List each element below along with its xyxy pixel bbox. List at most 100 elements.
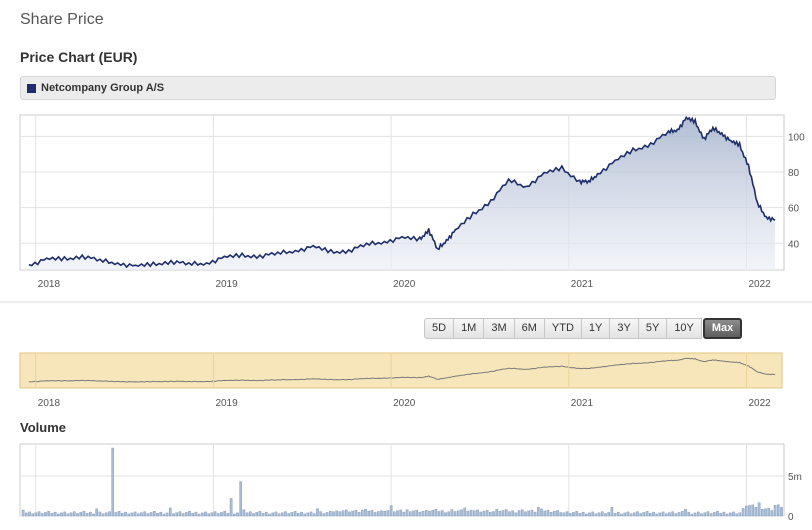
volume-bar bbox=[633, 512, 636, 517]
volume-bar bbox=[482, 510, 486, 517]
volume-bar bbox=[143, 511, 147, 517]
volume-bar bbox=[780, 506, 783, 517]
volume-bar bbox=[332, 511, 335, 517]
volume-bar bbox=[60, 512, 63, 517]
volume-bar bbox=[117, 511, 121, 517]
volume-bar bbox=[255, 512, 259, 517]
volume-bar bbox=[136, 513, 140, 517]
vol-ytick-5m: 5m bbox=[788, 472, 802, 483]
volume-bar bbox=[530, 509, 534, 517]
volume-bar bbox=[757, 502, 761, 517]
volume-bar bbox=[25, 512, 28, 517]
volume-title: Volume bbox=[20, 420, 66, 435]
volume-bar bbox=[652, 511, 655, 517]
volume-bar bbox=[232, 513, 236, 517]
volume-bar bbox=[188, 511, 191, 517]
volume-bar bbox=[594, 513, 598, 517]
volume-bar bbox=[239, 481, 243, 517]
volume-bar bbox=[476, 509, 479, 517]
range-button-5y[interactable]: 5Y bbox=[637, 318, 668, 339]
range-button-3y[interactable]: 3Y bbox=[609, 318, 639, 339]
volume-bar bbox=[508, 511, 511, 517]
range-button-5d[interactable]: 5D bbox=[424, 318, 455, 339]
volume-bars bbox=[21, 447, 783, 517]
volume-bar bbox=[716, 511, 719, 517]
volume-bar bbox=[402, 511, 406, 517]
volume-bar bbox=[745, 505, 748, 517]
navigator-line bbox=[28, 357, 776, 383]
volume-bar bbox=[665, 513, 668, 517]
volume-bar bbox=[50, 513, 54, 517]
volume-bar bbox=[162, 513, 166, 517]
volume-bar bbox=[649, 513, 652, 517]
volume-bar bbox=[693, 512, 697, 517]
volume-bar bbox=[559, 512, 562, 517]
volume-bar bbox=[252, 513, 255, 517]
volume-bar bbox=[588, 512, 591, 517]
volume-bar bbox=[466, 510, 470, 517]
range-button-6m[interactable]: 6M bbox=[513, 318, 545, 339]
volume-bar bbox=[319, 511, 323, 517]
volume-bar bbox=[527, 510, 530, 517]
volume-bar bbox=[69, 512, 73, 517]
volume-bar bbox=[575, 511, 578, 517]
volume-bar bbox=[111, 447, 114, 517]
price-xtick-2022: 2022 bbox=[748, 279, 771, 290]
volume-bar bbox=[159, 511, 163, 517]
volume-bar bbox=[354, 510, 358, 517]
volume-bar bbox=[623, 512, 626, 517]
range-button-1y[interactable]: 1Y bbox=[580, 318, 611, 339]
range-button-1m[interactable]: 1M bbox=[453, 318, 485, 339]
volume-bar bbox=[437, 511, 441, 517]
volume-bar bbox=[517, 510, 521, 517]
volume-bar bbox=[613, 513, 617, 517]
range-button-ytd[interactable]: YTD bbox=[543, 318, 582, 339]
volume-bar bbox=[108, 511, 111, 517]
volume-bar bbox=[514, 512, 518, 517]
volume-bar bbox=[165, 512, 169, 517]
legend-swatch bbox=[27, 84, 36, 93]
volume-bar bbox=[66, 513, 70, 517]
range-button-3m[interactable]: 3M bbox=[483, 318, 515, 339]
volume-bar bbox=[738, 512, 742, 517]
volume-bar bbox=[421, 511, 425, 517]
volume-bar bbox=[348, 511, 351, 517]
volume-bar bbox=[761, 509, 764, 517]
volume-bar bbox=[565, 511, 569, 517]
range-button-10y[interactable]: 10Y bbox=[666, 318, 702, 339]
range-button-max[interactable]: Max bbox=[702, 318, 743, 339]
volume-bar bbox=[92, 513, 95, 517]
price-xtick-2019: 2019 bbox=[215, 279, 238, 290]
navigator-selection[interactable] bbox=[19, 352, 783, 389]
volume-bar bbox=[677, 512, 681, 517]
volume-bar bbox=[290, 512, 294, 517]
volume-bar bbox=[316, 508, 319, 517]
volume-bar bbox=[409, 511, 412, 517]
volume-bar bbox=[21, 509, 25, 517]
volume-bar bbox=[463, 507, 467, 517]
volume-bar bbox=[306, 512, 310, 517]
volume-bar bbox=[457, 510, 460, 517]
volume-bar bbox=[194, 511, 198, 517]
volume-bar bbox=[213, 511, 217, 517]
volume-bar bbox=[258, 511, 262, 517]
volume-bar bbox=[655, 513, 658, 517]
range-selector: 5D 1M 3M 6M YTD 1Y 3Y 5Y 10Y Max bbox=[424, 318, 743, 339]
volume-bar bbox=[226, 513, 230, 517]
volume-bar bbox=[373, 512, 377, 517]
chart-legend[interactable]: Netcompany Group A/S bbox=[20, 76, 776, 100]
volume-bar bbox=[114, 512, 118, 517]
volume-bar bbox=[389, 505, 393, 517]
volume-bar bbox=[245, 512, 249, 517]
volume-bar bbox=[645, 511, 649, 517]
volume-bar bbox=[28, 511, 31, 517]
volume-bar bbox=[303, 513, 307, 517]
volume-bar bbox=[146, 513, 150, 517]
volume-bar bbox=[441, 510, 444, 517]
volume-bar bbox=[431, 510, 435, 517]
volume-bar bbox=[63, 511, 66, 517]
volume-bar bbox=[341, 510, 345, 517]
price-ytick-60: 60 bbox=[788, 204, 800, 215]
volume-bar bbox=[248, 511, 252, 517]
